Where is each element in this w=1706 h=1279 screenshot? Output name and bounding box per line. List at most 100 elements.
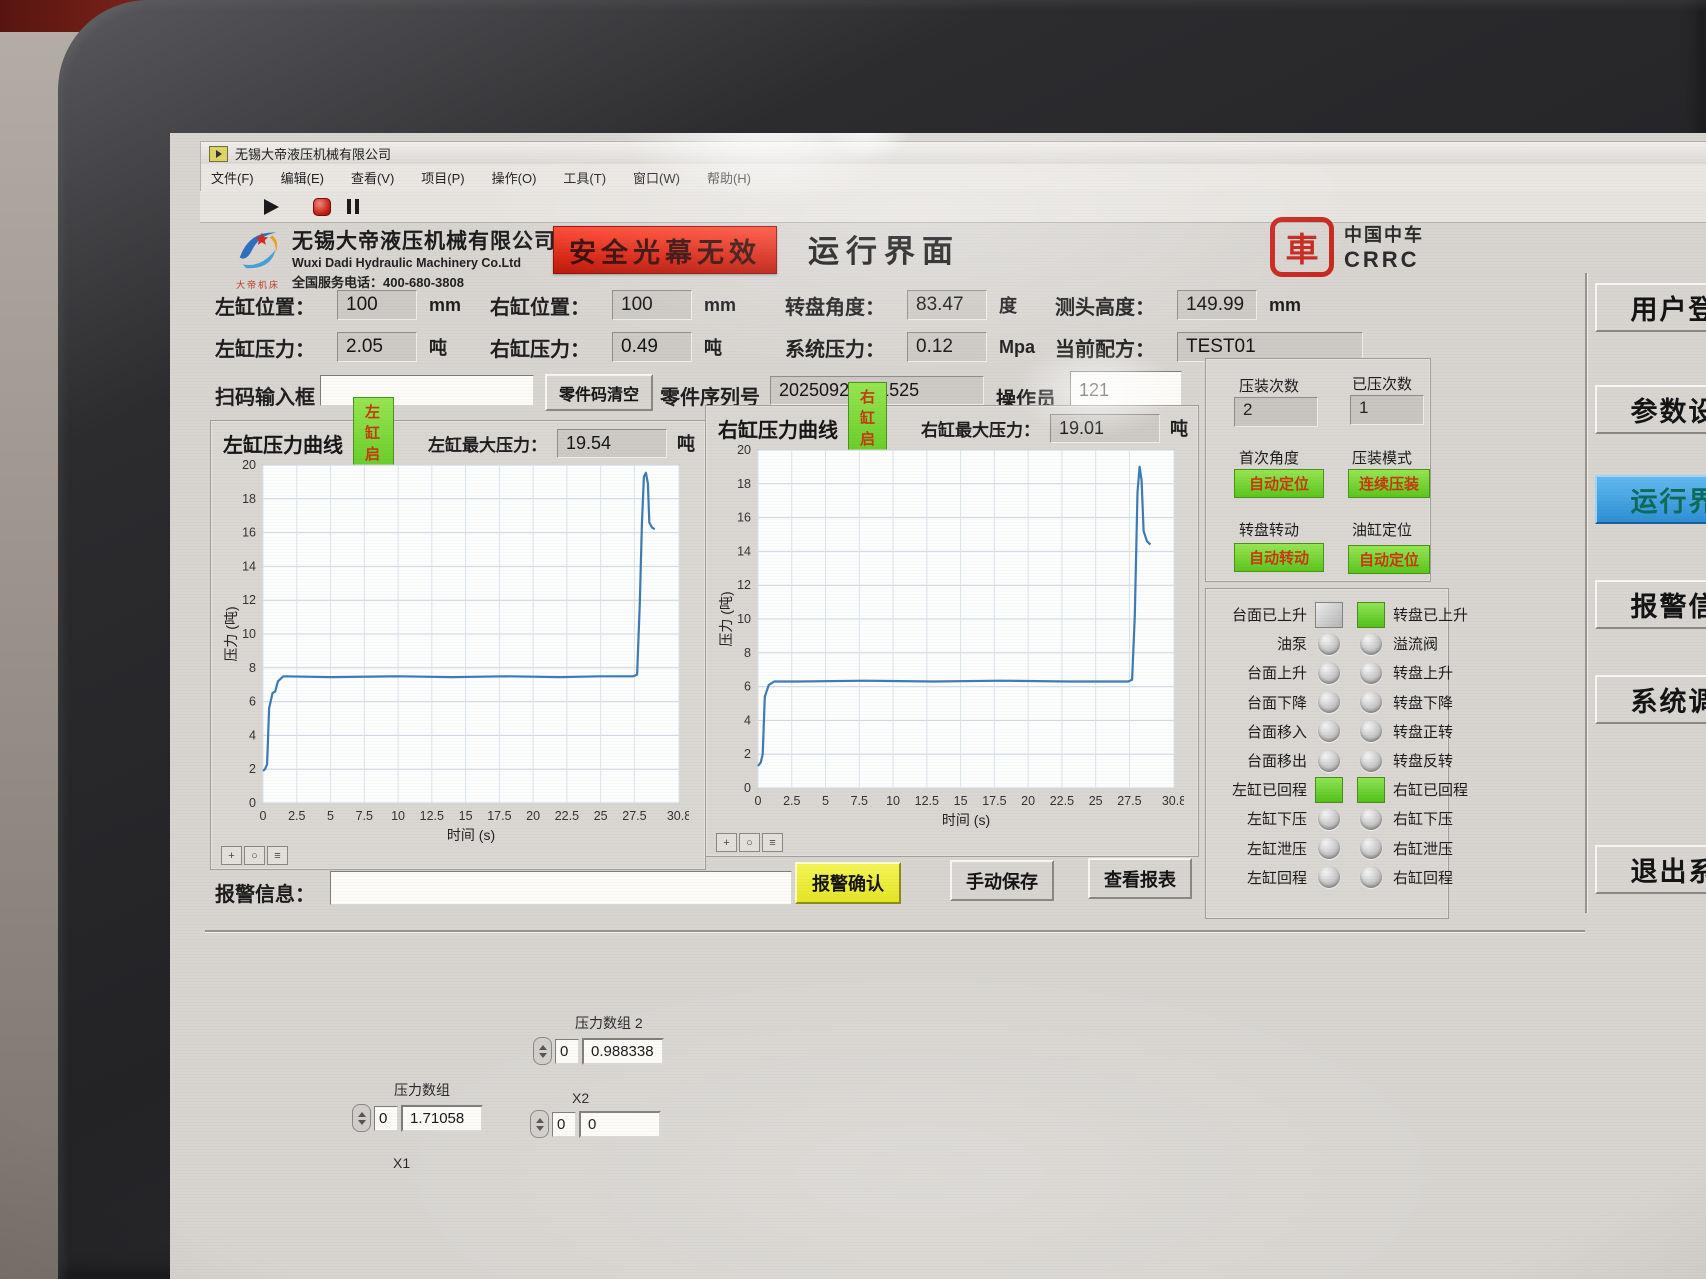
monitor-screen: 无锡大帝液压机械有限公司 文件(F) 编辑(E) 查看(V) 项目(P) 操作(… bbox=[170, 133, 1706, 1279]
svg-text:12.5: 12.5 bbox=[915, 794, 939, 808]
increment-decrement-spinner[interactable] bbox=[352, 1104, 371, 1132]
readout-value: 0.49 bbox=[612, 332, 692, 362]
debug-control-pressure-array: 压力数组 0 1.71058 bbox=[352, 1080, 483, 1132]
menu-view[interactable]: 查看(V) bbox=[350, 171, 395, 186]
increment-decrement-spinner[interactable] bbox=[530, 1110, 549, 1138]
readout-unit: mm bbox=[1269, 294, 1302, 315]
nav-button-parameters[interactable]: 参数设置 bbox=[1595, 385, 1706, 434]
auto-rotate-button[interactable]: 自动转动 bbox=[1234, 543, 1324, 572]
array-index-value[interactable]: 0 bbox=[552, 1111, 576, 1137]
indicator-label: 右缸泄压 bbox=[1393, 840, 1454, 858]
continuous-press-button[interactable]: 连续压装 bbox=[1348, 469, 1430, 498]
run-icon[interactable] bbox=[264, 198, 279, 215]
indicator-row: 台面上升 转盘上升 bbox=[1206, 658, 1453, 687]
svg-text:0: 0 bbox=[744, 781, 751, 795]
indicator-label: 台面下降 bbox=[1246, 694, 1307, 712]
pressed-count-value: 1 bbox=[1350, 395, 1424, 425]
readout-unit: 度 bbox=[999, 296, 1017, 316]
right-chart-header: 右缸压力曲线 右缸启用 右缸最大压力： 19.01 吨 bbox=[706, 382, 1198, 474]
nav-button-user-login[interactable]: 用户登录 bbox=[1595, 283, 1706, 332]
right-chart-panel: 右缸压力曲线 右缸启用 右缸最大压力： 19.01 吨 0 2 4 6 8 10 12 14 1… bbox=[705, 382, 1199, 857]
manual-save-button[interactable]: 手动保存 bbox=[950, 860, 1054, 901]
increment-decrement-spinner[interactable] bbox=[533, 1037, 552, 1065]
nav-button-exit-system[interactable]: 退出系统 bbox=[1595, 845, 1706, 894]
labview-vi-icon bbox=[209, 145, 228, 162]
readout-label: 系统压力： bbox=[785, 338, 885, 361]
svg-text:压力 (吨): 压力 (吨) bbox=[718, 591, 734, 646]
right-cylinder-press-led bbox=[1360, 807, 1382, 830]
left-max-pressure-unit: 吨 bbox=[677, 434, 695, 454]
nav-button-run-screen[interactable]: 运行界面 bbox=[1595, 475, 1706, 524]
array-element-value[interactable]: 0.988338 bbox=[582, 1037, 664, 1065]
operator-input[interactable]: 121 bbox=[1070, 371, 1182, 409]
indicator-label: 台面已上升 bbox=[1231, 607, 1307, 625]
serial-number-label: 零件序列号 bbox=[660, 387, 760, 409]
zoom-tool-icon[interactable]: ○ bbox=[244, 846, 265, 865]
menu-edit[interactable]: 编辑(E) bbox=[280, 171, 324, 186]
left-chart-header: 左缸压力曲线 左缸启用 左缸最大压力： 19.54 吨 bbox=[211, 397, 705, 489]
nav-button-system-debug[interactable]: 系统调试 bbox=[1595, 675, 1706, 724]
scan-input-label: 扫码输入框 bbox=[215, 387, 315, 409]
right-max-pressure-label: 右缸最大压力： bbox=[921, 420, 1041, 440]
indicator-label: 左缸下压 bbox=[1246, 811, 1307, 829]
page-title: 运行界面 bbox=[808, 234, 960, 269]
auto-position-button-2[interactable]: 自动定位 bbox=[1348, 545, 1430, 574]
svg-text:4: 4 bbox=[249, 728, 256, 742]
window-title: 无锡大帝液压机械有限公司 bbox=[235, 147, 392, 162]
right-cylinder-position-readout: 右缸位置： 100 mm bbox=[490, 290, 736, 320]
nav-button-alarm-info[interactable]: 报警信息 bbox=[1595, 580, 1706, 629]
table-move-in-led bbox=[1318, 720, 1340, 743]
svg-text:7.5: 7.5 bbox=[356, 809, 373, 823]
indicator-row: 台面已上升 转盘已上升 bbox=[1206, 600, 1468, 629]
abort-icon[interactable] bbox=[313, 197, 331, 216]
auto-position-button[interactable]: 自动定位 bbox=[1234, 469, 1324, 498]
cursor-tool-icon[interactable]: + bbox=[221, 846, 242, 865]
menu-window[interactable]: 窗口(W) bbox=[633, 171, 680, 186]
indicator-row: 台面移入 转盘正转 bbox=[1206, 717, 1453, 746]
indicator-row: 左缸泄压 右缸泄压 bbox=[1206, 834, 1453, 863]
alarm-info-input[interactable] bbox=[330, 871, 792, 905]
readout-value: 100 bbox=[612, 290, 692, 320]
readout-label: 转盘角度： bbox=[785, 296, 885, 319]
menu-project[interactable]: 项目(P) bbox=[421, 171, 465, 186]
pan-tool-icon[interactable]: ≡ bbox=[762, 833, 783, 852]
array-element-value[interactable]: 0 bbox=[579, 1110, 661, 1138]
right-cylinder-returned-led bbox=[1357, 776, 1385, 803]
indicator-label: 转盘已上升 bbox=[1393, 607, 1469, 625]
svg-text:15: 15 bbox=[954, 794, 968, 808]
press-count-value[interactable]: 2 bbox=[1234, 397, 1318, 427]
array-element-value[interactable]: 1.71058 bbox=[401, 1104, 483, 1132]
press-settings-panel: 压装次数 已压次数 2 1 首次角度 压装模式 自动定位 连续压装 转盘转动 油… bbox=[1205, 358, 1431, 582]
svg-text:0: 0 bbox=[249, 796, 256, 810]
turntable-up-led bbox=[1360, 661, 1382, 684]
array-index-value[interactable]: 0 bbox=[374, 1105, 398, 1131]
menu-tools[interactable]: 工具(T) bbox=[563, 171, 607, 186]
pan-tool-icon[interactable]: ≡ bbox=[267, 846, 288, 865]
table-down-led bbox=[1318, 691, 1340, 714]
alarm-confirm-button[interactable]: 报警确认 bbox=[795, 862, 901, 904]
menu-operate[interactable]: 操作(O) bbox=[491, 171, 537, 186]
readout-unit: Mpa bbox=[999, 336, 1035, 357]
menu-bar: 文件(F) 编辑(E) 查看(V) 项目(P) 操作(O) 工具(T) 窗口(W… bbox=[200, 164, 1706, 192]
array-index-value[interactable]: 0 bbox=[555, 1038, 579, 1064]
debug-control-x2: X2 0 0 bbox=[530, 1090, 661, 1138]
svg-text:6: 6 bbox=[744, 680, 751, 694]
readout-unit: 吨 bbox=[429, 338, 447, 358]
view-report-button[interactable]: 查看报表 bbox=[1088, 858, 1192, 899]
indicator-label: 油泵 bbox=[1276, 636, 1307, 654]
crrc-name-cn: 中国中车 bbox=[1344, 225, 1424, 245]
menu-help[interactable]: 帮助(H) bbox=[706, 171, 752, 186]
svg-text:8: 8 bbox=[744, 646, 751, 660]
pause-icon[interactable] bbox=[347, 199, 359, 214]
left-cylinder-position-readout: 左缸位置： 100 mm bbox=[215, 290, 461, 320]
svg-text:0: 0 bbox=[260, 809, 267, 823]
cursor-tool-icon[interactable]: + bbox=[716, 833, 737, 852]
svg-text:22.5: 22.5 bbox=[1050, 794, 1074, 808]
readout-label: 当前配方： bbox=[1055, 338, 1155, 361]
clear-part-code-button[interactable]: 零件码清空 bbox=[545, 374, 653, 411]
menu-file[interactable]: 文件(F) bbox=[211, 171, 254, 186]
right-pressure-chart: 0 2 4 6 8 10 12 14 16 18 20 0 2.5 5 7.5 10 12.5 15 17.5 20 2… bbox=[718, 443, 1184, 828]
zoom-tool-icon[interactable]: ○ bbox=[739, 833, 760, 852]
svg-text:22.5: 22.5 bbox=[555, 809, 579, 823]
left-cylinder-release-led bbox=[1318, 837, 1340, 860]
